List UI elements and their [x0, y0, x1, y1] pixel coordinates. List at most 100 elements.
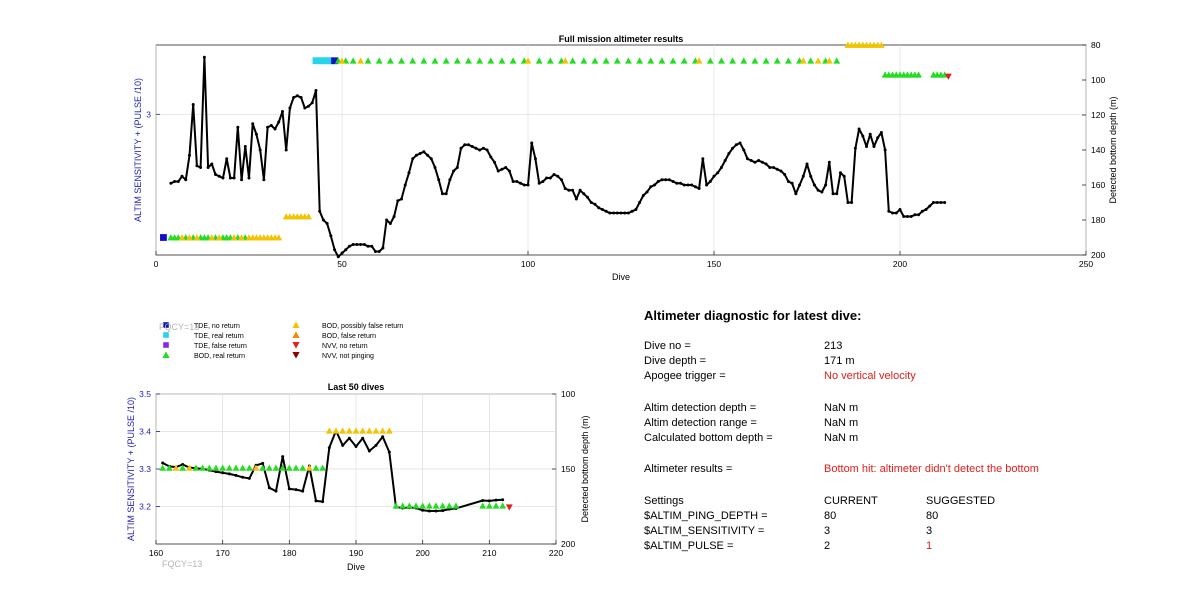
last-50-triangle-up-marker	[292, 464, 300, 471]
legend-marker	[292, 341, 300, 349]
full-mission-triangle-up-marker	[386, 57, 394, 64]
full-mission-bottom-depth-point	[280, 110, 284, 113]
full-mission-bottom-depth-point	[258, 148, 262, 152]
full-mission-bottom-depth-point	[853, 146, 857, 150]
full-mission-bottom-depth-point	[448, 178, 452, 182]
full-mission-triangle-up-marker	[785, 57, 792, 64]
full-mission-triangle-up-marker	[799, 57, 807, 64]
full-mission-bottom-depth-point	[478, 148, 482, 152]
full-mission-bottom-depth-point	[310, 101, 314, 105]
full-mission-bottom-depth-point	[686, 183, 690, 187]
full-mission-bottom-depth-point	[463, 143, 467, 147]
full-mission-triangle-up-marker	[773, 57, 781, 64]
full-mission-bottom-depth-point	[731, 146, 735, 150]
full-mission-bottom-depth-point	[824, 183, 828, 187]
last-50-triangle-up-marker	[352, 427, 360, 434]
last-50-triangle-up-marker	[285, 464, 293, 471]
last-50-bottom-depth-point	[241, 475, 245, 479]
full-mission-bottom-depth-point	[307, 104, 311, 108]
full-mission-bottom-depth-point	[500, 167, 504, 171]
last-50-bottom-depth-point	[387, 450, 391, 454]
full-mission-bottom-depth-point	[444, 192, 448, 196]
full-mission-bottom-depth-point	[370, 244, 374, 248]
full-mission-bottom-depth-point	[269, 124, 273, 127]
last-50-xtick-label: 220	[549, 548, 563, 558]
full-mission-bottom-depth-point	[533, 157, 537, 161]
full-mission-triangle-up-marker	[740, 57, 748, 64]
last-50-triangle-up-marker	[379, 427, 387, 434]
setting-sensitivity-current: 3	[824, 525, 831, 537]
full-mission-bottom-depth-point	[775, 167, 779, 171]
legend-marker	[163, 342, 169, 348]
full-mission-bottom-depth-point	[727, 152, 731, 155]
last-50-series	[159, 427, 513, 513]
last-50-triangle-up-marker	[172, 464, 180, 471]
last-50-triangle-up-marker	[179, 464, 187, 471]
full-mission-xtick-label: 250	[1079, 259, 1093, 269]
full-mission-bottom-depth-point	[838, 171, 842, 175]
last-50-triangle-up-marker	[225, 464, 233, 471]
setting-sensitivity-name: $ALTIM_SENSITIVITY =	[644, 525, 765, 537]
last-50-triangle-up-marker	[492, 502, 500, 509]
full-mission-ytick-right-label: 180	[1091, 215, 1105, 225]
full-mission-triangle-up-marker	[442, 57, 450, 64]
last-50-triangle-up-marker	[212, 464, 220, 471]
full-mission-bottom-depth-point	[191, 103, 195, 106]
full-mission-triangle-up-marker	[613, 57, 621, 64]
full-mission-bottom-depth-point	[243, 145, 247, 148]
full-mission-ytick-right-label: 140	[1091, 145, 1105, 155]
setting-sensitivity-suggested: 3	[926, 525, 933, 537]
full-mission-triangle-up-marker	[580, 57, 588, 64]
full-mission-bottom-depth-point	[939, 201, 943, 204]
full-mission-bottom-depth-point	[660, 178, 664, 182]
full-mission-bottom-depth-point	[876, 136, 880, 140]
last-50-ytick-left-label: 3.3	[139, 464, 151, 474]
full-mission-bottom-depth-point	[723, 159, 727, 162]
full-mission-bottom-depth-point	[768, 166, 772, 169]
full-mission-bottom-depth-point	[898, 208, 902, 211]
full-mission-bottom-depth-point	[474, 146, 478, 150]
full-mission-bottom-depth-point	[496, 169, 500, 173]
apogee-row: Apogee trigger = No vertical velocity	[644, 370, 1164, 385]
full-mission-bottom-depth-point	[634, 208, 638, 211]
last-50-xtick-label: 210	[482, 548, 496, 558]
full-mission-triangle-up-marker	[178, 234, 186, 241]
full-mission-bottom-depth-point	[411, 157, 415, 161]
full-mission-bottom-depth-point	[690, 183, 694, 187]
full-mission-bottom-depth-point	[422, 150, 426, 154]
full-mission-bottom-depth-point	[452, 169, 456, 173]
full-mission-bottom-depth-point	[917, 213, 921, 217]
full-mission-title: Full mission altimeter results	[559, 34, 684, 44]
full-mission-bottom-depth-point	[526, 183, 530, 187]
full-mission-bottom-depth-point	[455, 166, 459, 169]
full-mission-triangle-up-marker	[591, 57, 599, 64]
full-mission-bottom-depth-point	[582, 192, 586, 196]
setting-pulse-name: $ALTIM_PULSE =	[644, 540, 734, 552]
full-mission-bottom-depth-point	[236, 125, 240, 129]
full-mission-bottom-depth-point	[563, 187, 567, 190]
last-50-bottom-depth-point	[501, 498, 505, 502]
settings-header-suggested: SUGGESTED	[926, 495, 996, 507]
last-50-ytick-left-label: 3.4	[139, 427, 151, 437]
last-50-triangle-up-marker	[372, 427, 380, 434]
full-mission-bottom-depth-point	[228, 176, 232, 180]
full-mission-triangle-up-marker	[658, 57, 666, 64]
full-mission-triangle-up-marker	[215, 234, 223, 241]
full-mission-bottom-depth-point	[552, 173, 556, 176]
full-mission-bottom-depth-point	[600, 208, 604, 211]
full-mission-bottom-depth-point	[764, 162, 768, 166]
last-50-bottom-depth-point	[281, 455, 285, 459]
last-50-triangle-up-marker	[305, 464, 313, 471]
full-mission-bottom-depth-point	[351, 243, 355, 246]
full-mission-triangle-up-marker	[498, 57, 506, 64]
full-mission-triangle-up-marker	[878, 41, 885, 48]
full-mission-bottom-depth-point	[381, 246, 385, 250]
last-50-bottom-depth-point	[487, 499, 491, 503]
last-50-axes: 160 170 180 190 200 210 220 100 150 200 3.2 3.3 3.4 3…	[139, 389, 575, 558]
full-mission-triangle-up-marker	[636, 57, 643, 64]
full-mission-bottom-depth-point	[693, 185, 697, 189]
legend-label: BOD, false return	[322, 333, 376, 340]
full-mission-bottom-depth-point	[541, 180, 545, 183]
last-50-bottom-depth-point	[321, 500, 325, 504]
